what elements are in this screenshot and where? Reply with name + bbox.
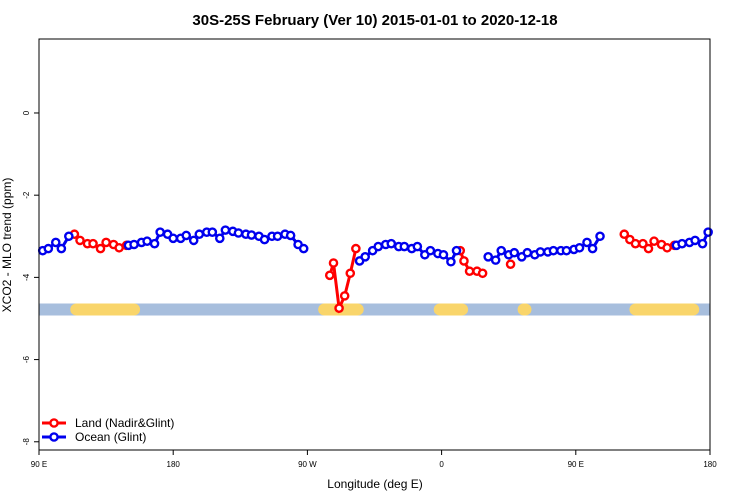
x-tick-label: 0	[439, 460, 444, 469]
y-tick-label: -2	[22, 191, 31, 199]
data-point	[101, 237, 111, 248]
data-point	[142, 236, 152, 247]
data-point	[649, 236, 659, 247]
data-point	[522, 247, 533, 258]
data-point	[477, 268, 488, 279]
data-point	[360, 252, 370, 262]
data-point	[697, 238, 708, 249]
y-tick-label: -8	[22, 438, 31, 446]
data-point	[233, 228, 244, 238]
x-tick-label: 90 E	[568, 460, 584, 469]
data-point	[149, 238, 160, 249]
data-point	[285, 230, 296, 241]
data-point	[259, 234, 270, 245]
data-point	[548, 245, 559, 256]
data-point	[587, 243, 598, 254]
data-point	[690, 235, 700, 246]
data-point	[351, 243, 361, 254]
plot-area	[37, 225, 713, 316]
data-point	[181, 230, 192, 241]
data-point	[324, 270, 335, 281]
data-point	[188, 235, 199, 246]
data-point	[298, 243, 309, 254]
data-point	[339, 291, 350, 301]
data-point	[451, 245, 462, 256]
data-point	[438, 249, 449, 260]
data-point	[246, 230, 257, 240]
data-point	[214, 233, 225, 244]
series-land	[69, 229, 680, 314]
data-point	[328, 258, 339, 268]
data-point	[88, 238, 98, 249]
data-point	[505, 259, 516, 270]
data-point	[386, 238, 397, 249]
data-point	[373, 241, 384, 252]
x-tick-label: 180	[703, 460, 717, 469]
x-tick-label: 90 E	[31, 460, 47, 469]
data-point	[446, 256, 456, 267]
data-point	[207, 227, 218, 237]
legend-label: Ocean (Glint)	[75, 430, 146, 444]
data-point	[574, 242, 585, 253]
x-axis-label: Longitude (deg E)	[327, 477, 422, 491]
data-point	[595, 231, 605, 242]
data-point	[490, 255, 501, 265]
data-point	[399, 241, 410, 252]
chart-title: 30S-25S February (Ver 10) 2015-01-01 to …	[192, 12, 557, 29]
y-tick-label: -6	[22, 355, 31, 363]
data-point	[509, 247, 520, 258]
series-ocean	[37, 225, 713, 267]
data-point	[272, 231, 283, 242]
data-point	[50, 237, 61, 248]
plot-frame	[38, 38, 711, 451]
data-point	[168, 233, 178, 244]
axes: 90 E 180 90 W 0 90 E 180 0 -2 -4 -6 -8	[22, 110, 717, 469]
data-point	[345, 268, 356, 279]
legend-marker	[49, 418, 59, 428]
y-tick-label: -4	[22, 273, 31, 281]
data-point	[114, 242, 124, 253]
data-point	[220, 225, 231, 235]
data-point	[425, 245, 436, 256]
data-point	[129, 239, 139, 250]
legend: Land (Nadir&Glint)Ocean (Glint)	[42, 416, 174, 444]
data-point	[535, 247, 546, 257]
data-point	[75, 235, 85, 246]
data-point	[662, 242, 672, 253]
data-point	[155, 227, 165, 237]
data-point	[483, 252, 493, 262]
y-tick-label: 0	[22, 110, 31, 115]
data-point	[64, 231, 74, 242]
data-point	[194, 229, 205, 240]
legend-marker	[49, 432, 59, 442]
data-point	[619, 229, 630, 240]
data-point	[412, 241, 423, 252]
data-point	[630, 238, 641, 249]
data-point	[95, 243, 106, 254]
x-tick-label: 90 W	[298, 460, 317, 469]
data-point	[703, 227, 713, 237]
data-point	[334, 303, 344, 314]
data-point	[496, 245, 507, 256]
data-point	[56, 243, 67, 254]
data-point	[43, 243, 54, 254]
data-point	[459, 256, 469, 266]
y-axis-label: XCO2 - MLO trend (ppm)	[0, 178, 14, 313]
data-point	[561, 245, 572, 256]
data-point	[638, 238, 648, 249]
data-point	[677, 238, 687, 249]
data-point	[582, 237, 592, 248]
data-point	[464, 266, 475, 277]
data-point	[643, 243, 654, 254]
legend-label: Land (Nadir&Glint)	[75, 416, 174, 430]
x-tick-label: 180	[167, 460, 181, 469]
